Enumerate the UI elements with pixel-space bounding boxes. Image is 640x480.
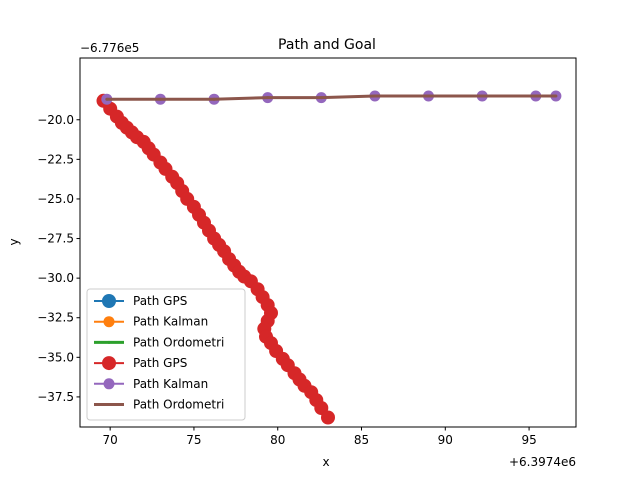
y-tick-label: −22.5	[37, 152, 74, 166]
plot-area	[96, 90, 562, 425]
y-offset-label: −6.776e5	[80, 41, 139, 55]
y-tick-label: −25.0	[37, 192, 74, 206]
series-point-5	[212, 97, 216, 101]
y-tick-label: −30.0	[37, 271, 74, 285]
y-tick-label: −35.0	[37, 350, 74, 364]
legend-swatch-marker	[107, 340, 111, 344]
series-point-5	[554, 94, 558, 98]
legend-label: Path GPS	[133, 356, 187, 370]
x-tick-label: 70	[103, 433, 118, 447]
series-point-5	[158, 97, 162, 101]
series-point-5	[319, 96, 323, 100]
legend-swatch-marker	[102, 294, 116, 308]
x-tick-label: 85	[354, 433, 369, 447]
y-tick-label: −37.5	[37, 390, 74, 404]
plot-frame	[79, 57, 577, 428]
chart-title: Path and Goal	[278, 37, 376, 53]
series-point-5	[480, 94, 484, 98]
series-line-5	[106, 94, 556, 101]
series-point-5	[266, 96, 270, 100]
legend-box	[86, 288, 246, 421]
x-axis-label: x	[322, 455, 329, 469]
y-tick-label: −20.0	[37, 113, 74, 127]
x-tick-label: 80	[270, 433, 285, 447]
series-point-5	[534, 94, 538, 98]
legend-label: Path Kalman	[133, 315, 208, 329]
series-point-3	[321, 410, 335, 425]
y-tick-label: −27.5	[37, 232, 74, 246]
legend-label: Path Ordometri	[133, 398, 224, 412]
x-tick-label: 75	[186, 433, 201, 447]
legend-swatch-marker	[102, 356, 116, 371]
series-point-5	[105, 97, 109, 101]
x-tick-label: 95	[521, 433, 536, 447]
series-point-5	[373, 94, 377, 98]
series-point-5	[427, 94, 430, 98]
legend-swatch-marker	[107, 403, 111, 406]
y-tick-label: −32.5	[37, 311, 74, 325]
x-tick-label: 90	[438, 433, 453, 447]
legend-swatch-marker	[103, 378, 115, 390]
legend-swatch-marker	[103, 316, 115, 328]
y-axis-label: y	[7, 238, 21, 245]
legend-label: Path Kalman	[133, 377, 208, 391]
legend-label: Path GPS	[133, 294, 187, 308]
legend-label: Path Ordometri	[133, 335, 224, 349]
x-offset-label: +6.3974e6	[509, 455, 576, 469]
